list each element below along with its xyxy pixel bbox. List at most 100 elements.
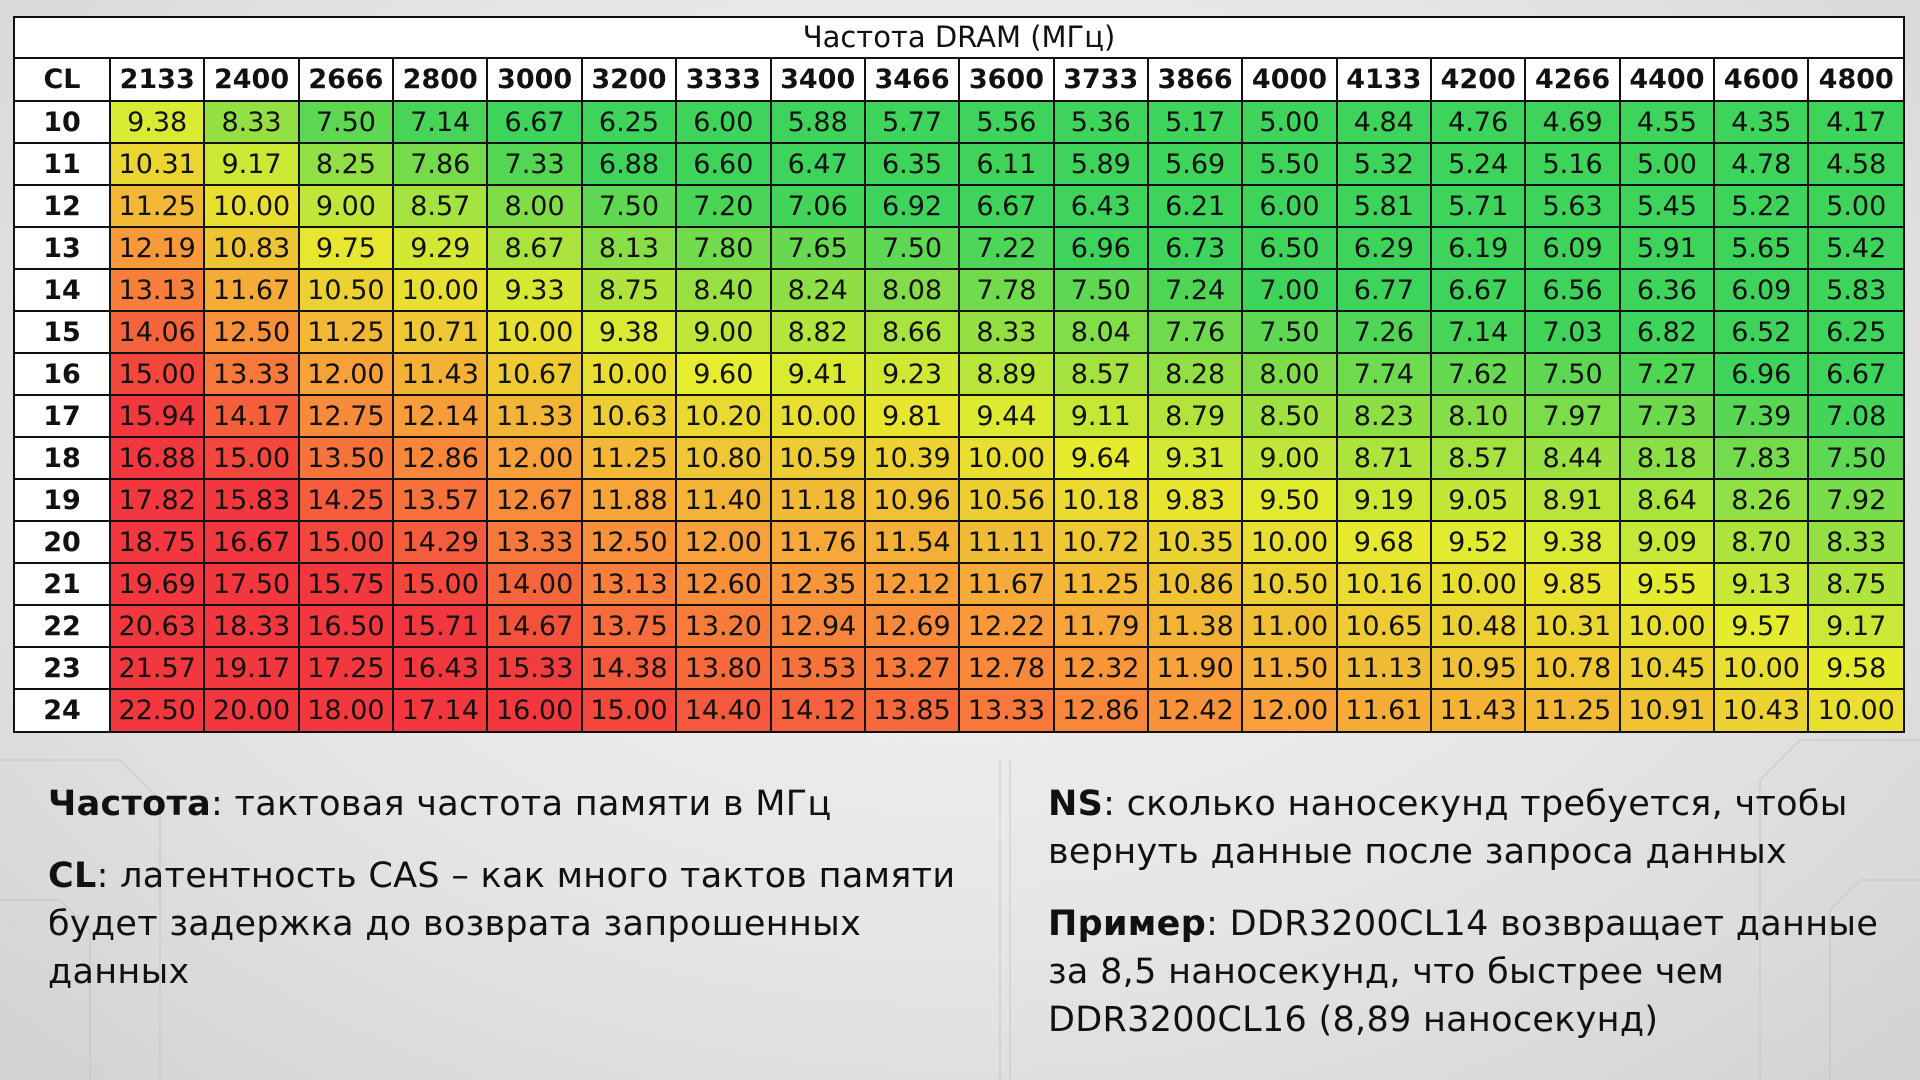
latency-cell: 8.57 [392, 184, 489, 228]
latency-cell: 6.00 [1241, 184, 1338, 228]
latency-cell: 6.19 [1430, 226, 1527, 270]
table-row: 23 21.57 19.17 17.25 16.43 15.33 14.38 13.80 13.… [15, 646, 1903, 690]
table-row: 22 20.63 18.33 16.50 15.71 14.67 13.75 13.20 12.… [15, 604, 1903, 648]
latency-cell: 4.58 [1807, 142, 1903, 186]
latency-cell: 6.29 [1335, 226, 1433, 270]
latency-cell: 16.50 [297, 604, 395, 648]
latency-cell: 5.83 [1807, 268, 1903, 312]
latency-cell: 9.57 [1713, 604, 1810, 648]
latency-cell: 6.67 [1430, 268, 1527, 312]
freq-header: 2400 [203, 59, 300, 102]
latency-cell: 7.03 [1524, 310, 1621, 354]
latency-cell: 6.96 [1052, 226, 1149, 270]
latency-cell: 9.09 [1618, 520, 1716, 564]
latency-cell: 15.00 [203, 436, 300, 480]
latency-cell: 10.20 [675, 394, 772, 438]
latency-cell: 5.81 [1335, 184, 1433, 228]
latency-cell: 10.35 [1146, 520, 1244, 564]
latency-cell: 7.39 [1713, 394, 1810, 438]
latency-cell: 10.50 [1241, 562, 1338, 606]
latency-cell: 10.48 [1430, 604, 1527, 648]
latency-cell: 12.00 [675, 520, 772, 564]
latency-cell: 12.00 [1241, 688, 1338, 731]
latency-cell: 6.25 [1807, 310, 1903, 354]
latency-cell: 7.14 [1430, 310, 1527, 354]
latency-cell: 5.88 [769, 100, 866, 144]
latency-cell: 5.00 [1807, 184, 1903, 228]
latency-cell: 15.00 [580, 688, 678, 731]
freq-header: 3400 [769, 59, 866, 102]
cl-value: 24 [15, 688, 111, 731]
latency-cell: 17.25 [297, 646, 395, 690]
latency-cell: 14.67 [486, 604, 583, 648]
latency-cell: 5.24 [1430, 142, 1527, 186]
latency-cell: 13.80 [675, 646, 772, 690]
latency-cell: 10.00 [1713, 646, 1810, 690]
table-row: 14 13.13 11.67 10.50 10.00 9.33 8.75 8.40 8.24 8.… [15, 268, 1903, 312]
latency-cell: 12.78 [958, 646, 1055, 690]
latency-cell: 9.55 [1618, 562, 1716, 606]
latency-cell: 7.65 [769, 226, 866, 270]
latency-cell: 7.08 [1807, 394, 1903, 438]
table-row: 15 14.06 12.50 11.25 10.71 10.00 9.38 9.00 8.82 8… [15, 310, 1903, 354]
latency-cell: 10.39 [863, 436, 961, 480]
latency-cell: 11.25 [1524, 688, 1621, 731]
note-term: Частота [48, 784, 211, 824]
latency-grid: CL 2133 2400 2666 2800 3000 3200 3333 3400 3466 3… [15, 59, 1903, 731]
latency-cell: 11.67 [958, 562, 1055, 606]
freq-header: 3466 [863, 59, 961, 102]
latency-cell: 9.00 [1241, 436, 1338, 480]
latency-cell: 11.88 [580, 478, 678, 522]
latency-cell: 8.28 [1146, 352, 1244, 396]
latency-cell: 13.75 [580, 604, 678, 648]
latency-cell: 8.10 [1430, 394, 1527, 438]
latency-cell: 12.86 [392, 436, 489, 480]
latency-cell: 11.11 [958, 520, 1055, 564]
freq-header: 4000 [1241, 59, 1338, 102]
latency-cell: 5.36 [1052, 100, 1149, 144]
freq-header: 3200 [580, 59, 678, 102]
table-row: 20 18.75 16.67 15.00 14.29 13.33 12.50 12.00 11.… [15, 520, 1903, 564]
latency-cell: 10.95 [1430, 646, 1527, 690]
latency-cell: 10.78 [1524, 646, 1621, 690]
cl-value: 10 [15, 100, 111, 144]
latency-cell: 7.86 [392, 142, 489, 186]
latency-cell: 8.13 [580, 226, 678, 270]
latency-cell: 5.17 [1146, 100, 1244, 144]
latency-cell: 9.75 [297, 226, 395, 270]
table-row: 10 9.38 8.33 7.50 7.14 6.67 6.25 6.00 5.88 5.77 5.… [15, 100, 1903, 144]
latency-cell: 12.42 [1146, 688, 1244, 731]
latency-cell: 8.33 [958, 310, 1055, 354]
latency-cell: 10.18 [1052, 478, 1149, 522]
latency-cell: 12.12 [863, 562, 961, 606]
latency-cell: 13.27 [863, 646, 961, 690]
latency-cell: 8.25 [297, 142, 395, 186]
latency-cell: 12.86 [1052, 688, 1149, 731]
freq-header: 4400 [1618, 59, 1716, 102]
latency-cell: 13.33 [958, 688, 1055, 731]
latency-cell: 6.56 [1524, 268, 1621, 312]
cl-value: 11 [15, 142, 111, 186]
latency-cell: 7.73 [1618, 394, 1716, 438]
latency-cell: 20.00 [203, 688, 300, 731]
latency-cell: 17.50 [203, 562, 300, 606]
latency-cell: 9.11 [1052, 394, 1149, 438]
latency-cell: 8.91 [1524, 478, 1621, 522]
freq-header: 2666 [297, 59, 395, 102]
note-text: : тактовая частота памяти в МГц [210, 784, 832, 824]
latency-cell: 13.33 [203, 352, 300, 396]
latency-cell: 4.69 [1524, 100, 1621, 144]
latency-cell: 13.13 [580, 562, 678, 606]
latency-cell: 11.50 [1241, 646, 1338, 690]
latency-cell: 14.40 [675, 688, 772, 731]
latency-cell: 5.00 [1618, 142, 1716, 186]
latency-cell: 9.00 [675, 310, 772, 354]
latency-cell: 10.45 [1618, 646, 1716, 690]
latency-cell: 15.71 [392, 604, 489, 648]
latency-cell: 6.88 [580, 142, 678, 186]
latency-cell: 15.75 [297, 562, 395, 606]
table-body: 10 9.38 8.33 7.50 7.14 6.67 6.25 6.00 5.88 5.77 5.… [15, 100, 1903, 731]
latency-cell: 5.89 [1052, 142, 1149, 186]
latency-cell: 10.67 [486, 352, 583, 396]
latency-cell: 6.67 [1807, 352, 1903, 396]
